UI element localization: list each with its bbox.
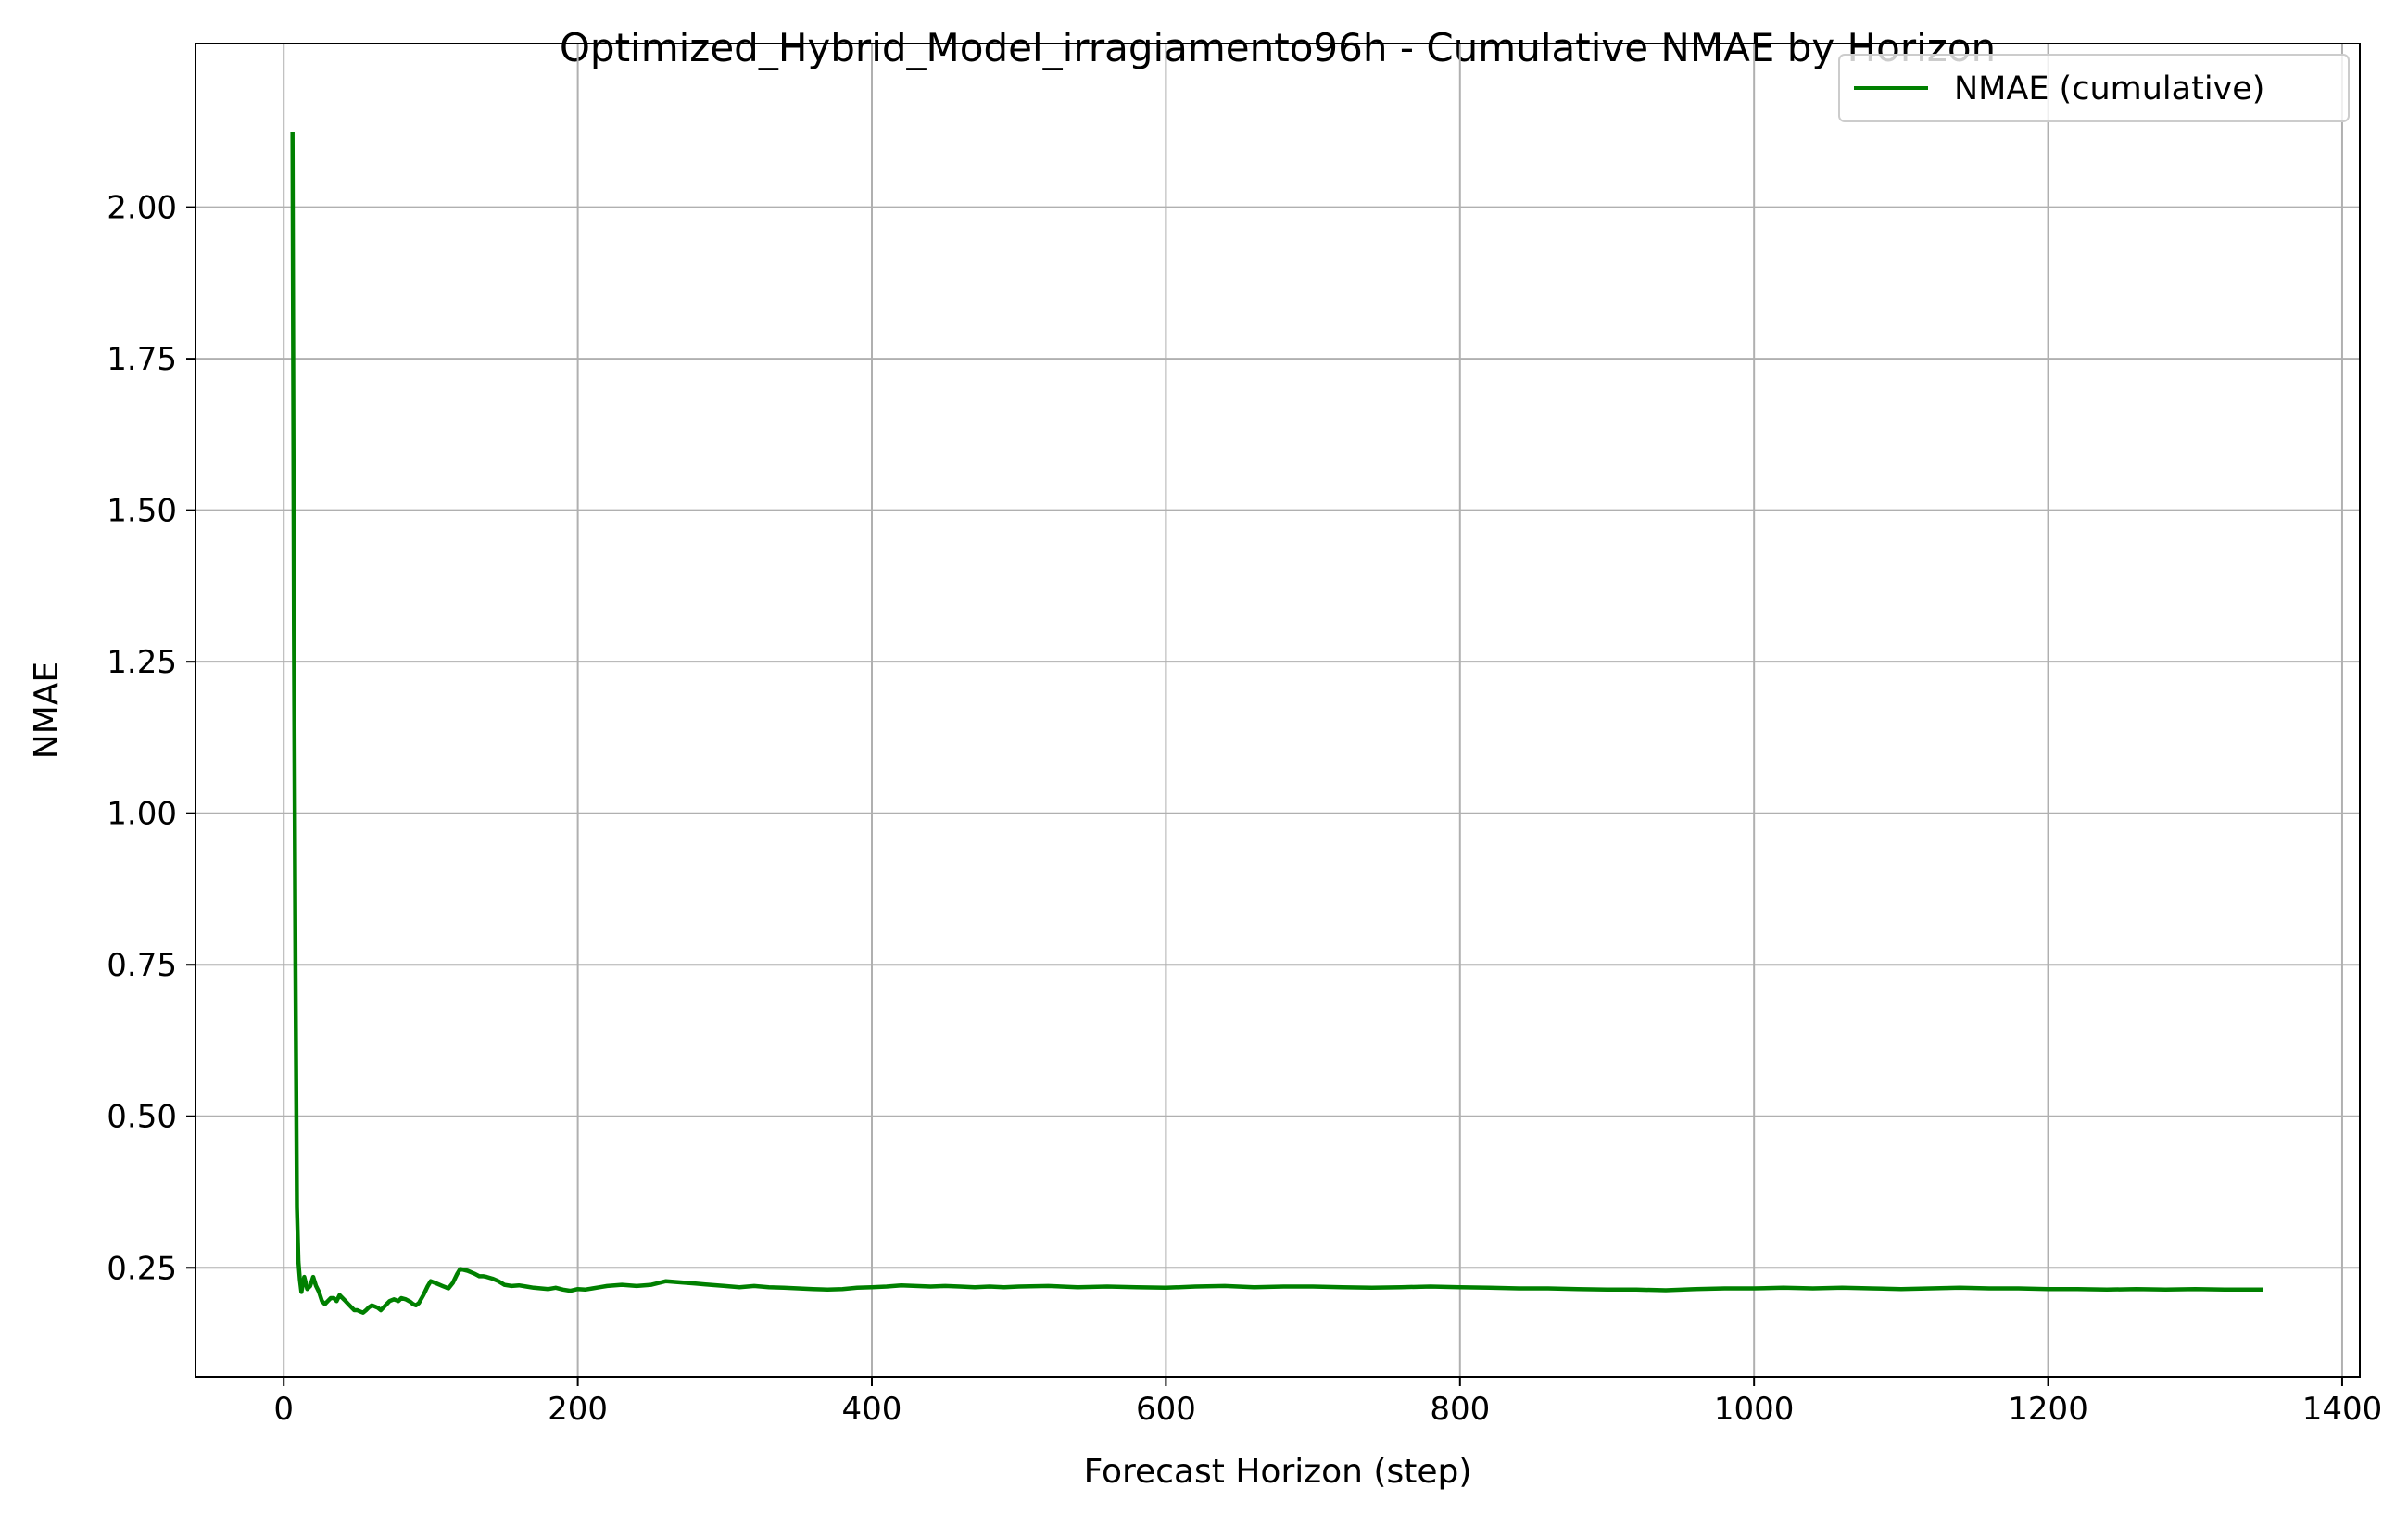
y-axis-label: NMAE — [28, 662, 66, 759]
series-line-nmae-cumulative — [290, 132, 2263, 1315]
x-tick-label: 600 — [1136, 1391, 1196, 1428]
y-tick-label: 1.00 — [107, 796, 177, 833]
x-tick-label: 800 — [1430, 1391, 1490, 1428]
x-tick-label: 200 — [548, 1391, 608, 1428]
x-tick-label: 1400 — [2302, 1391, 2383, 1428]
y-tick-label: 0.50 — [107, 1099, 177, 1136]
y-tick-label: 0.75 — [107, 947, 177, 984]
legend: NMAE (cumulative) — [1838, 54, 2350, 122]
x-tick-label: 1200 — [2008, 1391, 2088, 1428]
chart-title: Optimized_Hybrid_Model_irragiamento96h -… — [560, 25, 1996, 70]
y-tick-label: 1.50 — [107, 493, 177, 530]
series-layer — [290, 132, 2263, 1315]
y-axis: 0.25 0.50 0.75 1.00 1.25 1.50 1.75 2.00 — [107, 190, 195, 1287]
y-tick-label: 2.00 — [107, 190, 177, 227]
grid-lines — [195, 44, 2360, 1377]
x-axis-label: Forecast Horizon (step) — [1084, 1453, 1472, 1491]
y-tick-label: 1.25 — [107, 644, 177, 681]
x-axis: 0 200 400 600 800 1000 1200 1400 — [273, 1377, 2382, 1428]
y-tick-label: 1.75 — [107, 341, 177, 378]
plot-frame — [195, 43, 2361, 1378]
x-tick-label: 1000 — [1714, 1391, 1795, 1428]
x-tick-label: 400 — [842, 1391, 902, 1428]
legend-label: NMAE (cumulative) — [1954, 70, 2264, 107]
x-tick-label: 0 — [273, 1391, 294, 1428]
legend-box — [1838, 54, 2350, 122]
y-tick-label: 0.25 — [107, 1250, 177, 1287]
